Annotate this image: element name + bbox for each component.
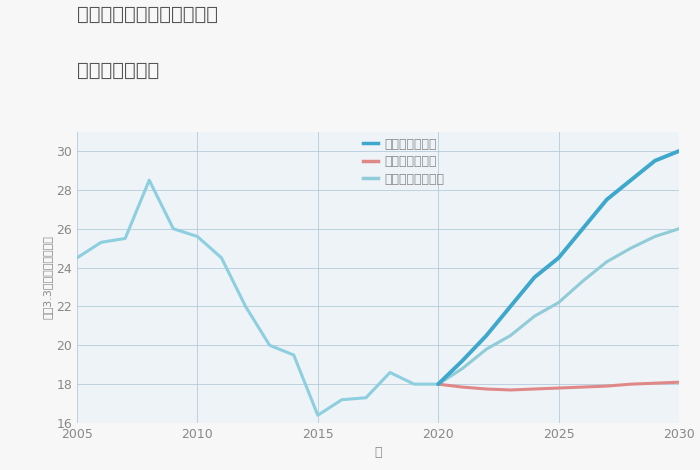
Legend: グッドシナリオ, バッドシナリオ, ノーマルシナリオ: グッドシナリオ, バッドシナリオ, ノーマルシナリオ bbox=[363, 138, 444, 186]
X-axis label: 年: 年 bbox=[374, 446, 382, 459]
Text: 土地の価格推移: 土地の価格推移 bbox=[77, 61, 160, 80]
Text: 三重県四日市市天カ須賀の: 三重県四日市市天カ須賀の bbox=[77, 5, 218, 24]
Y-axis label: 坪（3.3㎡）単価（万円）: 坪（3.3㎡）単価（万円） bbox=[42, 235, 52, 319]
